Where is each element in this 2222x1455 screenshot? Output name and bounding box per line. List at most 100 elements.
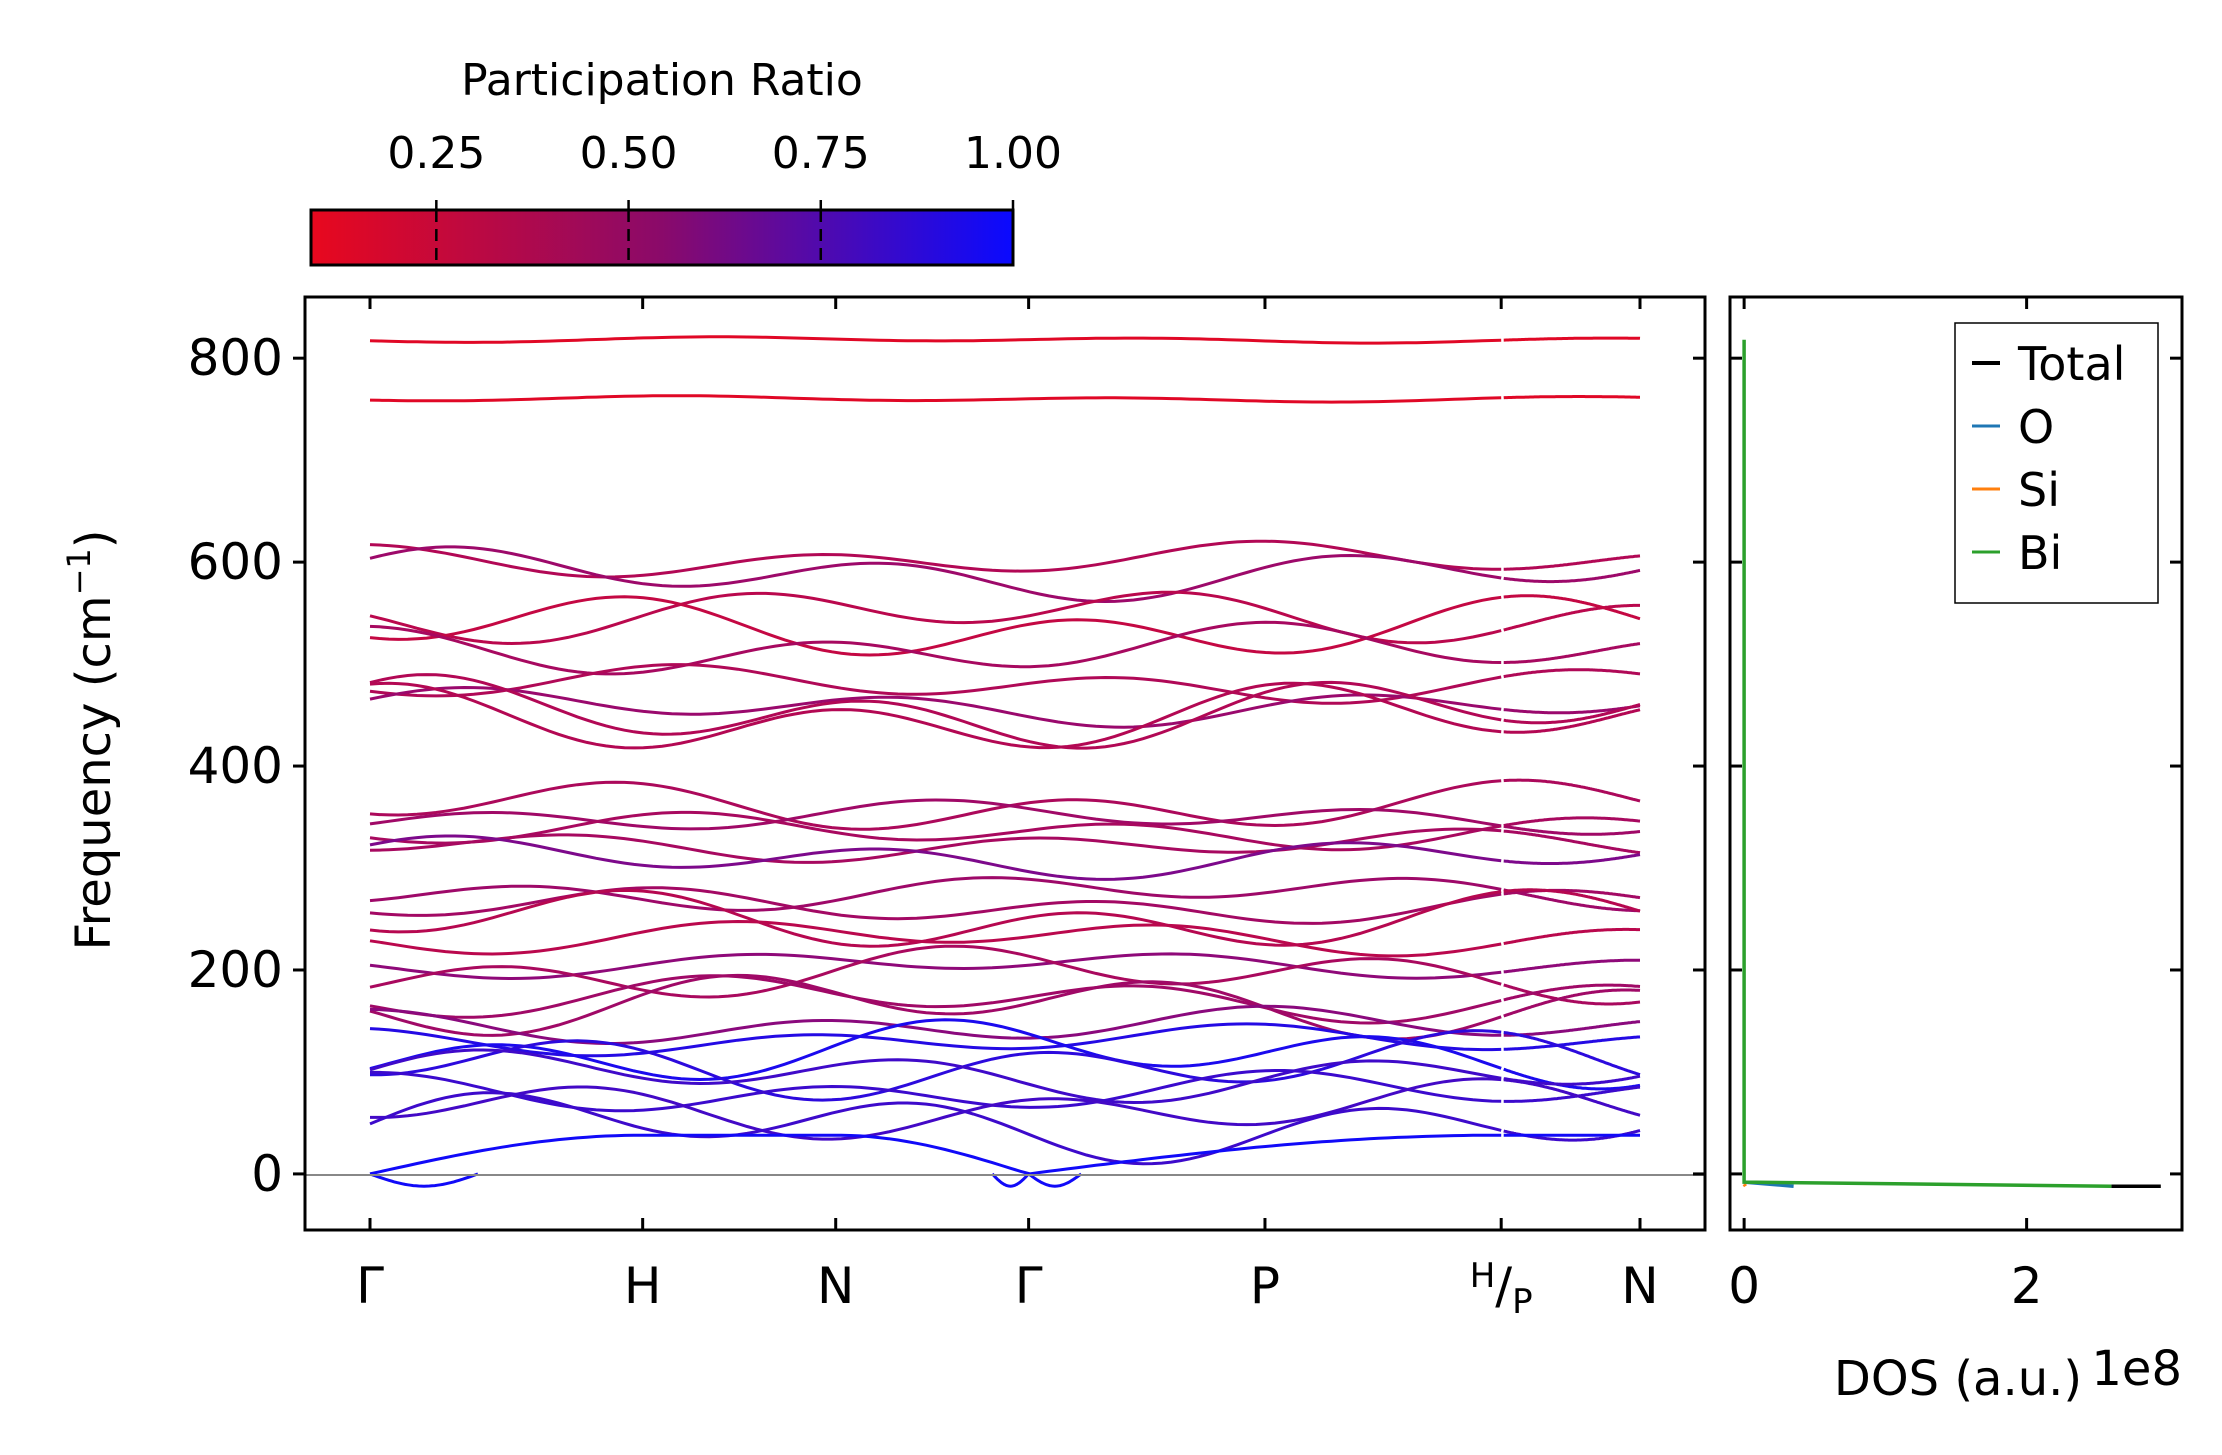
band-line [369,681,1502,750]
dos-lines [1742,339,2161,1188]
y-axis-label-sup: −1 [60,548,98,595]
y-tick-label: 800 [188,329,283,387]
band-line [369,1133,1502,1176]
band-line [369,394,1502,404]
colorbar-ticks: 0.25 0.50 0.75 1.00 [387,128,1062,265]
band-x-ticks: Γ H N Γ P H/P N [356,297,1659,1322]
acoustic-dip [991,1172,1030,1188]
band-line [1503,983,1641,1002]
band-line [1503,1031,1641,1077]
band-line [1503,824,1641,836]
y-tick-label: 200 [188,941,283,999]
band-line [369,590,1502,646]
acoustic-dip [1027,1172,1083,1188]
colorbar-tick-label: 1.00 [964,128,1062,179]
dos-series-si [1742,1183,1747,1188]
band-line [1503,554,1641,571]
band-line [370,1069,1502,1113]
y-tick-label: 600 [188,533,283,591]
k-point-label: P [1250,1257,1280,1315]
legend-label-total: Total [2017,337,2125,391]
band-line [369,620,1502,676]
band-line [369,685,1502,729]
colorbar-title: Participation Ratio [461,55,863,106]
k-point-label: N [817,1257,854,1315]
band-line [1503,603,1640,632]
band-line [369,663,1502,705]
colorbar-tick-label: 0.25 [387,128,485,179]
band-line [369,1022,1502,1058]
k-point-label: H [624,1257,662,1315]
dos-x-label: DOS (a.u.) [1834,1351,2082,1407]
band-line [1503,395,1640,400]
band-line [1503,927,1640,945]
band-line [1503,642,1641,664]
band-line [369,888,1502,948]
band-line [1503,1067,1641,1091]
band-line [1503,708,1641,734]
dos-offset-text: 1e8 [2091,1341,2182,1397]
band-structure-panel: 0 200 400 600 800 Γ H N Γ P H/P N Frequency (cm−1) [60,295,1707,1322]
y-tick-label: 400 [188,737,283,795]
band-line [1503,1078,1641,1117]
band-line [369,539,1502,579]
band-line [369,1018,1502,1082]
band-line [1503,336,1641,342]
band-line [369,545,1502,604]
band-line [369,952,1502,981]
band-axes-frame [303,295,1707,1232]
band-line [1503,1085,1641,1103]
band-line [369,798,1502,831]
band-y-ticks: 0 200 400 600 800 [188,329,1705,1203]
dos-x-tick-label: 2 [2011,1257,2043,1315]
band-line [369,1048,1502,1105]
band-line [1503,888,1641,913]
k-point-label: Γ [1015,1257,1043,1315]
band-line [369,973,1502,1041]
legend-label-o: O [2018,400,2054,454]
band-line [369,827,1502,864]
band-line [369,944,1502,999]
band-line [369,595,1502,657]
colorbar-tick-label: 0.50 [580,128,678,179]
band-line [369,335,1502,345]
legend-label-si: Si [2018,463,2060,517]
legend-label-bi: Bi [2018,526,2062,580]
band-line [370,1077,1502,1141]
band-line [1503,778,1641,803]
band-line [1503,1020,1641,1037]
band-line [1503,568,1641,584]
band-line [369,919,1502,958]
band-line [1503,829,1641,855]
band-line [1503,983,1641,1006]
band-line [369,974,1502,1025]
band-line [1503,703,1641,725]
k-point-label: H/P [1470,1256,1533,1322]
dos-x-tick-label: 0 [1728,1257,1760,1315]
band-lines [369,335,1641,1188]
band-line [1503,816,1641,827]
y-axis-label-close: ) [66,529,122,548]
acoustic-dip [369,1172,479,1188]
band-line [369,1091,1502,1166]
dos-series-bi [1742,339,2112,1188]
band-line [1503,704,1641,715]
band-line [1503,853,1641,865]
band-line [369,810,1502,852]
band-line [1503,668,1641,679]
band-line [369,876,1502,912]
band-line [369,779,1502,831]
legend: Total O Si Bi [1954,322,2159,604]
colorbar-tick-label: 0.75 [772,128,870,179]
colorbar-gradient [309,208,1015,267]
y-tick-label: 0 [251,1145,283,1203]
band-line [1503,888,1640,913]
band-line [1503,594,1641,621]
band-line [369,834,1502,881]
band-line [1503,888,1641,900]
k-point-label: N [1621,1257,1658,1315]
k-point-label: Γ [356,1257,384,1315]
